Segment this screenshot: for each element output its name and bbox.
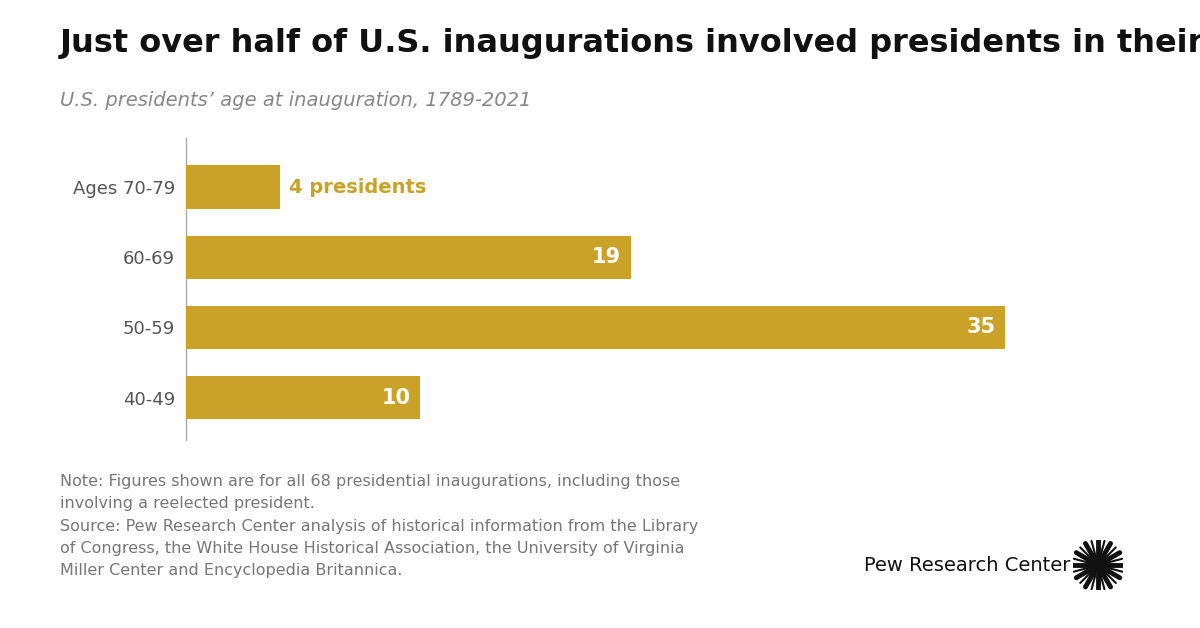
- Text: Pew Research Center: Pew Research Center: [864, 556, 1070, 575]
- Bar: [186, 306, 1006, 349]
- Text: Just over half of U.S. inaugurations involved presidents in their 50s: Just over half of U.S. inaugurations inv…: [60, 28, 1200, 59]
- Text: U.S. presidents’ age at inauguration, 1789-2021: U.S. presidents’ age at inauguration, 17…: [60, 91, 532, 110]
- Text: 4 presidents: 4 presidents: [289, 178, 426, 197]
- Text: Note: Figures shown are for all 68 presidential inaugurations, including those
i: Note: Figures shown are for all 68 presi…: [60, 474, 698, 578]
- Bar: [186, 376, 420, 420]
- Text: 19: 19: [592, 247, 622, 268]
- Text: 35: 35: [966, 317, 996, 337]
- Text: 10: 10: [382, 387, 410, 408]
- Circle shape: [1092, 559, 1104, 571]
- Bar: [186, 236, 631, 279]
- Bar: [186, 166, 280, 209]
